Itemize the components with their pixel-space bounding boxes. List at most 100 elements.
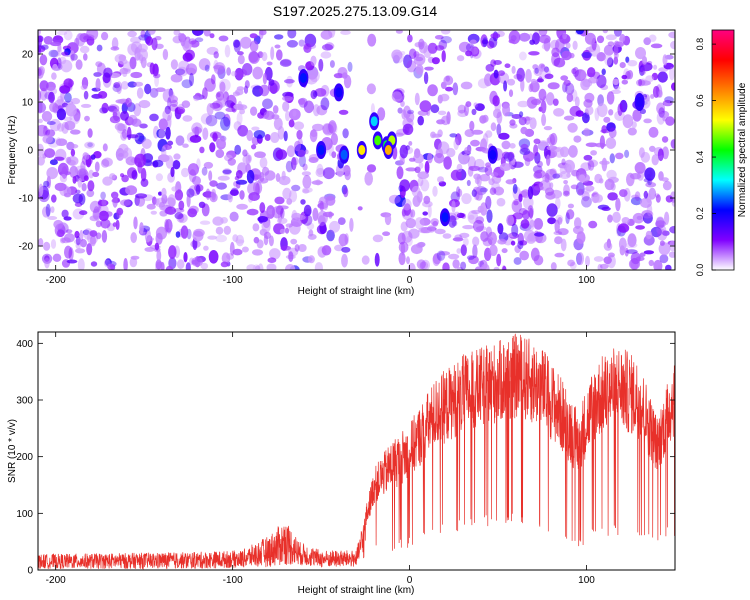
heatmap-cell xyxy=(225,107,236,112)
heatmap-cell xyxy=(186,193,191,208)
heatmap-cell xyxy=(90,154,96,160)
heatmap-cell xyxy=(220,261,229,268)
heatmap-cell xyxy=(443,75,454,86)
heatmap-cell xyxy=(167,194,176,208)
heatmap-cell xyxy=(75,235,81,246)
heatmap-cell xyxy=(319,200,325,212)
heatmap-cell xyxy=(220,116,231,131)
heatmap-cell xyxy=(539,180,551,191)
heatmap-cell xyxy=(553,108,565,117)
heatmap-cell xyxy=(655,220,666,228)
heatmap-cell xyxy=(520,78,525,92)
heatmap-hotspot xyxy=(358,145,366,155)
heatmap-cell xyxy=(286,40,298,48)
heatmap-cell xyxy=(259,30,267,36)
heatmap-cell xyxy=(670,40,675,50)
heatmap-cell xyxy=(56,30,68,36)
heatmap-cell xyxy=(648,34,657,42)
heatmap-cell xyxy=(469,39,477,45)
heatmap-hotspot xyxy=(636,97,644,107)
heatmap-cell xyxy=(95,220,102,228)
heatmap-cell xyxy=(372,234,384,243)
heatmap-cell xyxy=(604,178,615,191)
heatmap-cell xyxy=(39,80,49,92)
heatmap-cell xyxy=(273,117,283,131)
heatmap-cell xyxy=(317,215,326,227)
heatmap-cell xyxy=(165,219,173,233)
heatmap-cell xyxy=(477,78,490,89)
heatmap-cell xyxy=(569,52,575,59)
heatmap-cell xyxy=(282,95,293,102)
heatmap-cell xyxy=(657,265,662,270)
heatmap-cell xyxy=(534,67,539,74)
colorbar-tick-label: 0.0 xyxy=(695,264,705,277)
heatmap-cell xyxy=(270,132,280,143)
heatmap-cell xyxy=(182,143,189,148)
heatmap-cell xyxy=(472,244,478,259)
heatmap-cell xyxy=(527,186,534,200)
heatmap-cell xyxy=(603,116,611,123)
heatmap-cell xyxy=(424,66,434,71)
spectrogram-x-tick-label: -200 xyxy=(46,275,66,286)
heatmap-cell xyxy=(53,35,62,41)
snr-y-tick-label: 200 xyxy=(16,452,33,463)
heatmap-cell xyxy=(155,87,166,92)
heatmap-cell xyxy=(448,215,457,228)
heatmap-cell xyxy=(288,221,301,235)
heatmap-cell xyxy=(274,44,281,49)
heatmap-cell xyxy=(463,237,469,247)
heatmap-cell xyxy=(320,51,332,59)
heatmap-cell xyxy=(657,71,668,83)
heatmap-cell xyxy=(288,251,294,262)
heatmap-cell xyxy=(167,140,174,146)
heatmap-cell xyxy=(40,44,49,50)
heatmap-cell xyxy=(580,69,587,83)
heatmap-cell xyxy=(158,118,168,131)
heatmap-cell xyxy=(471,189,477,198)
heatmap-cell xyxy=(643,37,651,46)
heatmap-cell xyxy=(662,54,668,66)
heatmap-cell xyxy=(509,119,516,126)
heatmap-cell xyxy=(518,193,523,203)
heatmap-cell xyxy=(234,144,242,155)
heatmap-cell xyxy=(97,199,109,207)
heatmap-cell xyxy=(456,163,463,173)
heatmap-cell xyxy=(154,198,160,206)
heatmap-cell xyxy=(635,256,645,262)
heatmap-cell xyxy=(158,128,166,139)
heatmap-cell xyxy=(307,255,315,264)
heatmap-cell xyxy=(557,228,569,236)
heatmap-cell xyxy=(54,182,67,192)
heatmap-cell xyxy=(520,126,528,135)
heatmap-cell xyxy=(486,209,493,223)
heatmap-cell xyxy=(581,191,590,202)
heatmap-cell xyxy=(501,248,508,254)
heatmap-cell xyxy=(349,217,354,232)
heatmap-cell xyxy=(466,179,471,187)
heatmap-cell xyxy=(465,101,472,108)
heatmap-cell xyxy=(159,201,165,211)
heatmap-cell xyxy=(464,129,475,138)
heatmap-cell xyxy=(420,179,430,192)
heatmap-cell xyxy=(288,189,298,203)
heatmap-cell xyxy=(298,244,307,252)
heatmap-cell xyxy=(178,200,185,211)
heatmap-cell xyxy=(333,73,344,79)
heatmap-cell xyxy=(259,84,270,97)
heatmap-cell xyxy=(549,168,557,176)
heatmap-cell xyxy=(247,154,252,162)
heatmap-cell xyxy=(529,117,537,130)
heatmap-cell xyxy=(661,136,669,143)
heatmap-cell xyxy=(407,109,415,115)
heatmap-cell xyxy=(229,211,239,222)
heatmap-cell xyxy=(502,103,511,117)
heatmap-cell xyxy=(401,109,407,120)
heatmap-cell xyxy=(340,30,351,35)
heatmap-cell xyxy=(86,189,95,198)
heatmap-cell xyxy=(115,99,126,104)
heatmap-cell xyxy=(320,97,330,111)
heatmap-cell xyxy=(528,51,540,56)
heatmap-cell xyxy=(460,244,467,256)
heatmap-cell xyxy=(565,42,571,49)
heatmap-cell xyxy=(507,78,516,86)
